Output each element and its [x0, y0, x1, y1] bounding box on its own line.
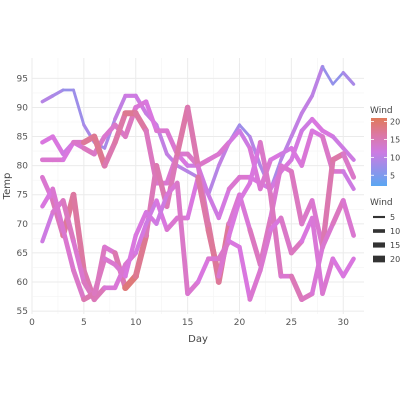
y-tick-label: 65 [17, 249, 28, 259]
y-axis-title: Temp [2, 173, 13, 201]
y-tick-label: 90 [17, 103, 29, 113]
y-tick-label: 70 [17, 220, 29, 230]
size-legend-label: 10 [390, 227, 400, 236]
color-legend-tick-label: 20 [390, 118, 400, 127]
size-legend-keys: 5 10 15 20 [373, 213, 400, 264]
color-legend-tick-label: 15 [390, 135, 400, 144]
size-legend-label: 5 [390, 213, 395, 222]
y-tick-label: 75 [17, 191, 28, 201]
x-tick-label: 25 [286, 318, 297, 328]
x-tick-label: 10 [130, 318, 142, 328]
y-tick-label: 55 [17, 307, 28, 317]
color-legend-tick-label: 5 [390, 171, 395, 180]
x-tick-label: 30 [338, 318, 350, 328]
x-tick-label: 15 [182, 318, 193, 328]
x-tick-label: 20 [234, 318, 246, 328]
size-legend-title: Wind [370, 198, 393, 208]
y-tick-label: 80 [17, 162, 29, 172]
x-tick-label: 0 [29, 318, 35, 328]
x-axis-title: Day [188, 334, 208, 345]
size-legend-label: 20 [390, 255, 400, 264]
y-tick-label: 85 [17, 133, 28, 143]
y-tick-label: 95 [17, 74, 28, 84]
y-tick-label: 60 [17, 278, 29, 288]
color-legend-tick-label: 10 [390, 153, 400, 162]
size-legend-label: 15 [390, 241, 400, 250]
legend: Wind 5 10 15 20 Wind 5 10 15 20 [370, 106, 400, 264]
color-legend-title: Wind [370, 106, 393, 116]
x-tick-label: 5 [81, 318, 87, 328]
color-legend-bar [371, 118, 387, 186]
